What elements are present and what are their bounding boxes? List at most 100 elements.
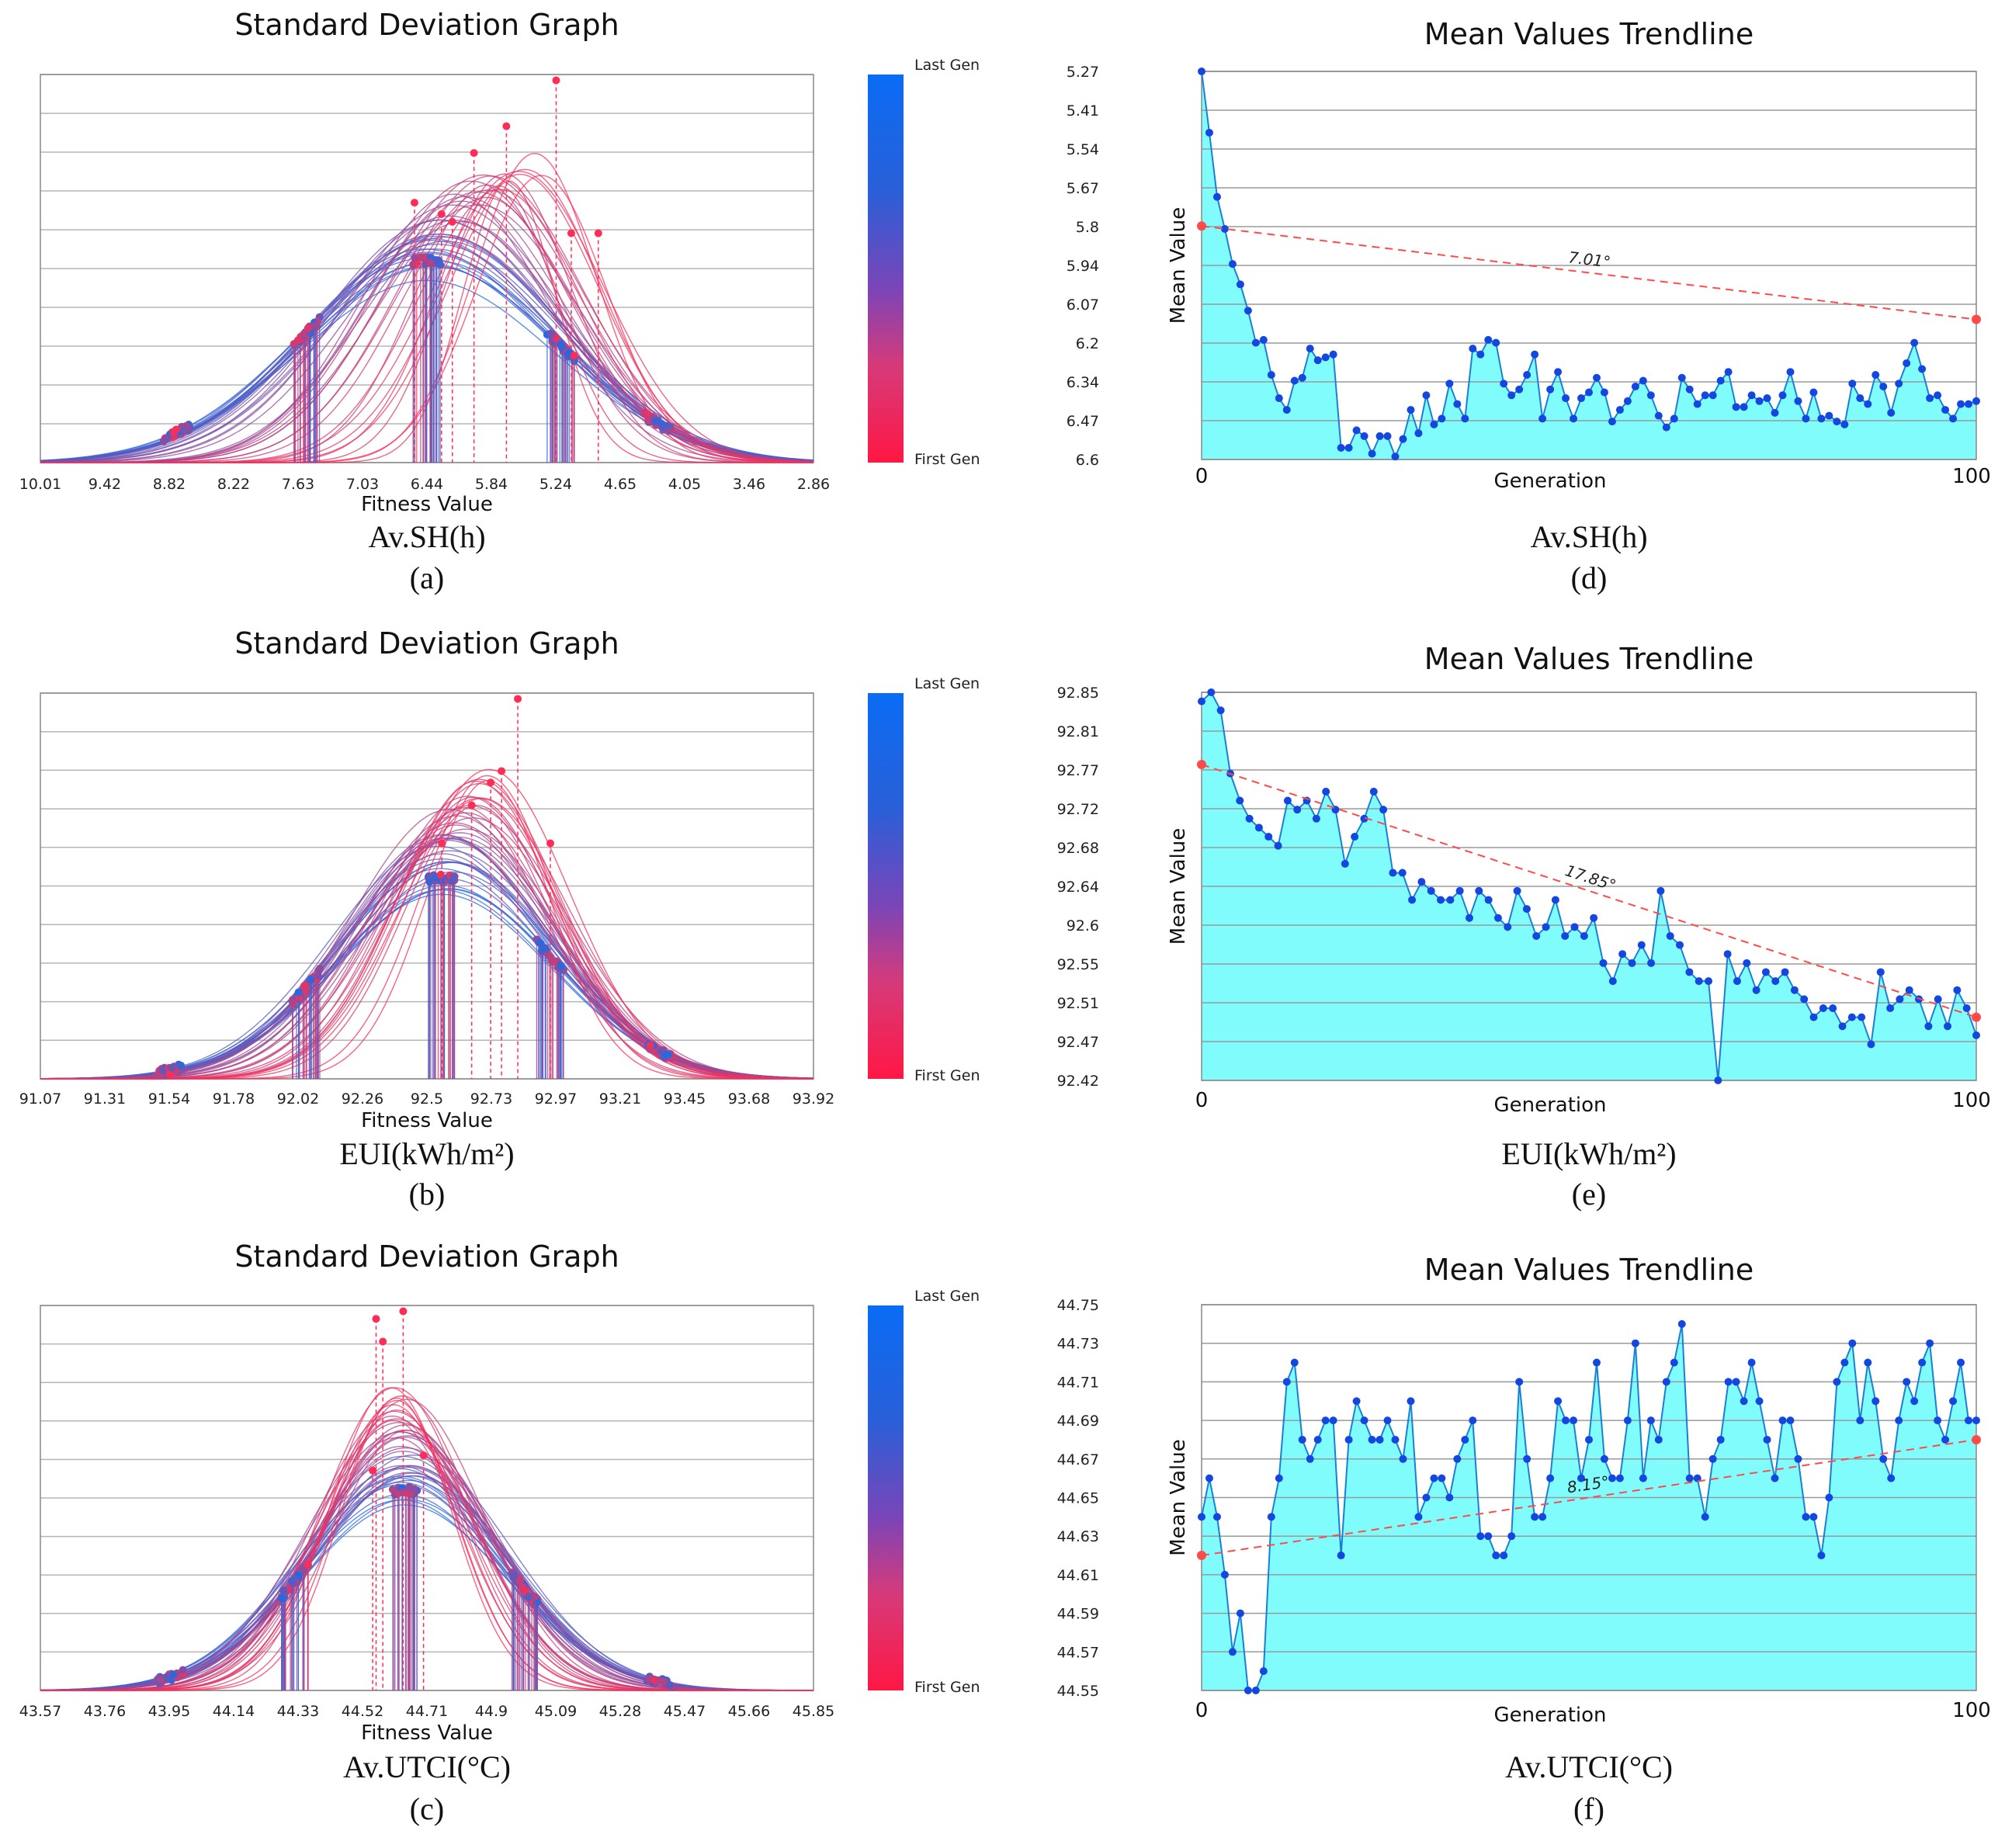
series-point <box>1321 353 1330 362</box>
x-tick-label: 0 <box>1195 465 1209 488</box>
y-tick-label: 44.55 <box>1057 1683 1099 1700</box>
series-point <box>1523 1454 1532 1463</box>
colorbar: Last Gen First Gen <box>868 675 980 1084</box>
series-point <box>1198 68 1205 75</box>
series-point <box>1469 1416 1477 1425</box>
series-point <box>1817 1552 1826 1560</box>
series-point <box>1306 345 1314 353</box>
series-point <box>1840 1358 1849 1367</box>
series-point <box>1856 394 1865 403</box>
series-point <box>1577 1474 1586 1482</box>
series-point <box>1275 394 1283 403</box>
member-point <box>657 1047 665 1056</box>
series-point <box>1322 787 1330 796</box>
peak-point <box>594 229 602 238</box>
series-point <box>1542 923 1550 931</box>
member-point <box>664 1050 672 1059</box>
y-tick-label: 92.72 <box>1057 801 1099 818</box>
x-tick-label: 45.85 <box>793 1703 834 1720</box>
series-point <box>1352 426 1361 435</box>
grid <box>40 692 813 1080</box>
series-point <box>1724 368 1733 376</box>
series-point <box>1864 400 1872 408</box>
distribution-curve <box>40 1475 813 1691</box>
x-tick-label: 9.42 <box>88 476 121 493</box>
series-point <box>1693 400 1701 408</box>
y-tick-label: 92.42 <box>1057 1073 1099 1090</box>
series-point <box>1825 1493 1833 1502</box>
distribution-curve <box>40 888 813 1080</box>
distribution-curve <box>40 812 814 1080</box>
sd-chart-3: Standard Deviation Graph 43.57 43.76 43.95 4… <box>19 1240 980 1826</box>
x-tick-label: 93.68 <box>728 1090 770 1108</box>
member-point <box>436 870 445 879</box>
series-point <box>1437 896 1445 904</box>
series-point <box>1934 391 1942 400</box>
series-point <box>1864 1358 1872 1367</box>
series-point <box>1972 397 1980 405</box>
peak-point <box>438 839 446 848</box>
member-point <box>431 875 439 883</box>
x-tick-label: 45.66 <box>728 1703 770 1720</box>
series-point <box>1924 1022 1933 1031</box>
member-point <box>289 1000 297 1008</box>
series-point <box>1329 1416 1337 1425</box>
series-point <box>1236 280 1244 289</box>
series-point <box>1740 1397 1748 1406</box>
series-point <box>1244 307 1252 315</box>
series-point <box>1554 368 1563 376</box>
series-point <box>1205 1474 1213 1482</box>
distribution-curve <box>40 236 814 463</box>
y-tick-label: 44.61 <box>1057 1567 1099 1584</box>
x-tick-label: 0 <box>1195 1089 1209 1112</box>
series-point <box>1666 931 1674 940</box>
y-tick-label: 5.41 <box>1067 102 1099 120</box>
x-tick-label: 45.09 <box>535 1703 577 1720</box>
series-point <box>1618 950 1627 959</box>
distribution-curve <box>40 889 814 1080</box>
series-point <box>1352 1397 1361 1406</box>
distribution-curve <box>40 780 814 1080</box>
clusters <box>154 1482 678 1692</box>
series-point <box>1825 411 1833 420</box>
series-point <box>1422 1493 1431 1502</box>
member-point <box>546 953 555 962</box>
series-point <box>1761 968 1770 976</box>
series-point <box>1216 706 1225 715</box>
peak-point <box>372 1315 380 1323</box>
series-point <box>1360 432 1368 440</box>
member-point <box>402 1489 411 1497</box>
colorbar: Last Gen First Gen <box>868 1288 980 1696</box>
metric-label: EUI(kWh/m²) <box>339 1136 514 1171</box>
series-point <box>1790 986 1799 994</box>
series-point <box>1228 1648 1237 1656</box>
series-point <box>1360 1416 1368 1425</box>
plot-frame <box>1201 692 1977 1081</box>
colorbar: Last Gen First Gen <box>868 57 980 468</box>
member-point <box>294 988 303 997</box>
peak-point <box>567 229 575 238</box>
series-point <box>1290 1358 1299 1367</box>
series-point <box>1538 1513 1547 1521</box>
x-tick-label: 10.01 <box>19 476 61 493</box>
x-tick-label: 43.57 <box>19 1703 61 1720</box>
series-point <box>1615 406 1624 414</box>
series-point <box>1461 414 1469 423</box>
series-point <box>1438 414 1446 423</box>
chart-title: Standard Deviation Graph <box>234 626 619 660</box>
series-point <box>1972 1416 1980 1425</box>
x-tick-label: 4.05 <box>668 476 701 493</box>
series-point <box>1360 814 1368 823</box>
series-point <box>1879 1454 1888 1463</box>
member-point <box>279 1586 288 1595</box>
series-point <box>1628 959 1636 967</box>
member-point <box>536 938 544 947</box>
distribution-curve <box>40 1499 813 1691</box>
area-fill <box>1202 692 1976 1080</box>
series-point <box>1274 841 1282 850</box>
chart-title: Mean Values Trendline <box>1424 17 1754 51</box>
series-point <box>1771 408 1779 417</box>
series-point <box>1344 443 1353 452</box>
series-point <box>1732 403 1740 411</box>
member-point <box>426 258 435 267</box>
